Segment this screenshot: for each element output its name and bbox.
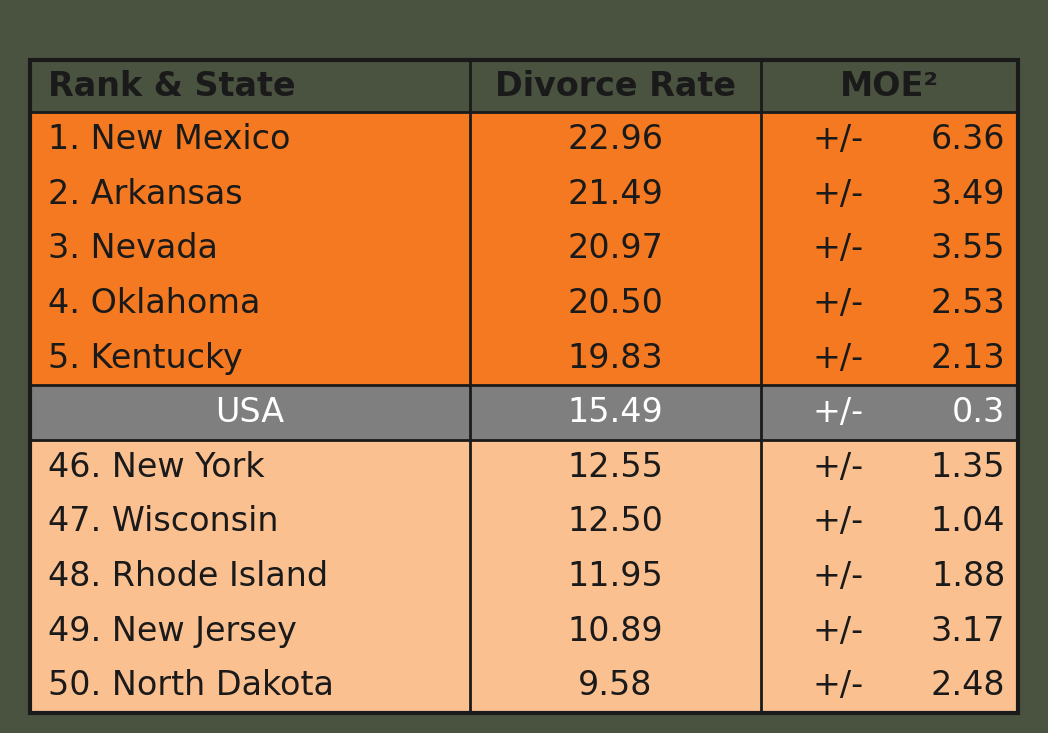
Text: 10.89: 10.89 xyxy=(568,614,663,647)
Bar xyxy=(30,60,1018,112)
Text: 21.49: 21.49 xyxy=(567,177,663,210)
Text: +/-: +/- xyxy=(812,232,864,265)
Text: 1. New Mexico: 1. New Mexico xyxy=(47,123,290,156)
Bar xyxy=(30,276,1018,331)
Text: 3.55: 3.55 xyxy=(931,232,1005,265)
Text: 12.55: 12.55 xyxy=(567,451,663,484)
Text: 19.83: 19.83 xyxy=(568,342,663,375)
Text: 50. North Dakota: 50. North Dakota xyxy=(47,669,333,702)
Bar xyxy=(30,440,1018,495)
Bar xyxy=(30,495,1018,549)
Text: 46. New York: 46. New York xyxy=(47,451,264,484)
Text: 9.58: 9.58 xyxy=(578,669,653,702)
Bar xyxy=(30,167,1018,221)
Text: 22.96: 22.96 xyxy=(567,123,663,156)
Text: 48. Rhode Island: 48. Rhode Island xyxy=(47,560,328,593)
Text: 12.50: 12.50 xyxy=(567,505,663,538)
Text: 1.88: 1.88 xyxy=(931,560,1005,593)
Text: +/-: +/- xyxy=(812,177,864,210)
Text: 2.53: 2.53 xyxy=(931,287,1005,320)
Text: +/-: +/- xyxy=(812,669,864,702)
Text: +/-: +/- xyxy=(812,451,864,484)
Text: 20.50: 20.50 xyxy=(567,287,663,320)
Text: 2.48: 2.48 xyxy=(931,669,1005,702)
Text: MOE²: MOE² xyxy=(840,70,939,103)
Text: +/-: +/- xyxy=(812,505,864,538)
Text: +/-: +/- xyxy=(812,614,864,647)
Text: 1.35: 1.35 xyxy=(931,451,1005,484)
Text: 0.3: 0.3 xyxy=(952,396,1005,429)
Text: +/-: +/- xyxy=(812,342,864,375)
Text: 2. Arkansas: 2. Arkansas xyxy=(47,177,242,210)
Text: 1.04: 1.04 xyxy=(931,505,1005,538)
Text: 5. Kentucky: 5. Kentucky xyxy=(47,342,242,375)
Text: 3.49: 3.49 xyxy=(931,177,1005,210)
Bar xyxy=(30,549,1018,604)
Text: 4. Oklahoma: 4. Oklahoma xyxy=(47,287,260,320)
Bar xyxy=(30,386,1018,440)
Text: 49. New Jersey: 49. New Jersey xyxy=(47,614,297,647)
Text: 3. Nevada: 3. Nevada xyxy=(47,232,218,265)
Text: +/-: +/- xyxy=(812,287,864,320)
Text: 3.17: 3.17 xyxy=(931,614,1005,647)
Text: 20.97: 20.97 xyxy=(567,232,663,265)
Text: 47. Wisconsin: 47. Wisconsin xyxy=(47,505,278,538)
Text: 6.36: 6.36 xyxy=(931,123,1005,156)
Bar xyxy=(30,604,1018,658)
Text: +/-: +/- xyxy=(812,123,864,156)
Text: +/-: +/- xyxy=(812,396,864,429)
Text: 11.95: 11.95 xyxy=(568,560,663,593)
Bar xyxy=(30,221,1018,276)
Text: Rank & State: Rank & State xyxy=(47,70,296,103)
Bar xyxy=(30,60,1018,713)
Bar xyxy=(30,331,1018,386)
Text: 2.13: 2.13 xyxy=(931,342,1005,375)
Text: 15.49: 15.49 xyxy=(568,396,663,429)
Text: USA: USA xyxy=(215,396,284,429)
Text: +/-: +/- xyxy=(812,560,864,593)
Bar xyxy=(30,658,1018,713)
Text: Divorce Rate: Divorce Rate xyxy=(495,70,736,103)
Bar xyxy=(30,112,1018,167)
